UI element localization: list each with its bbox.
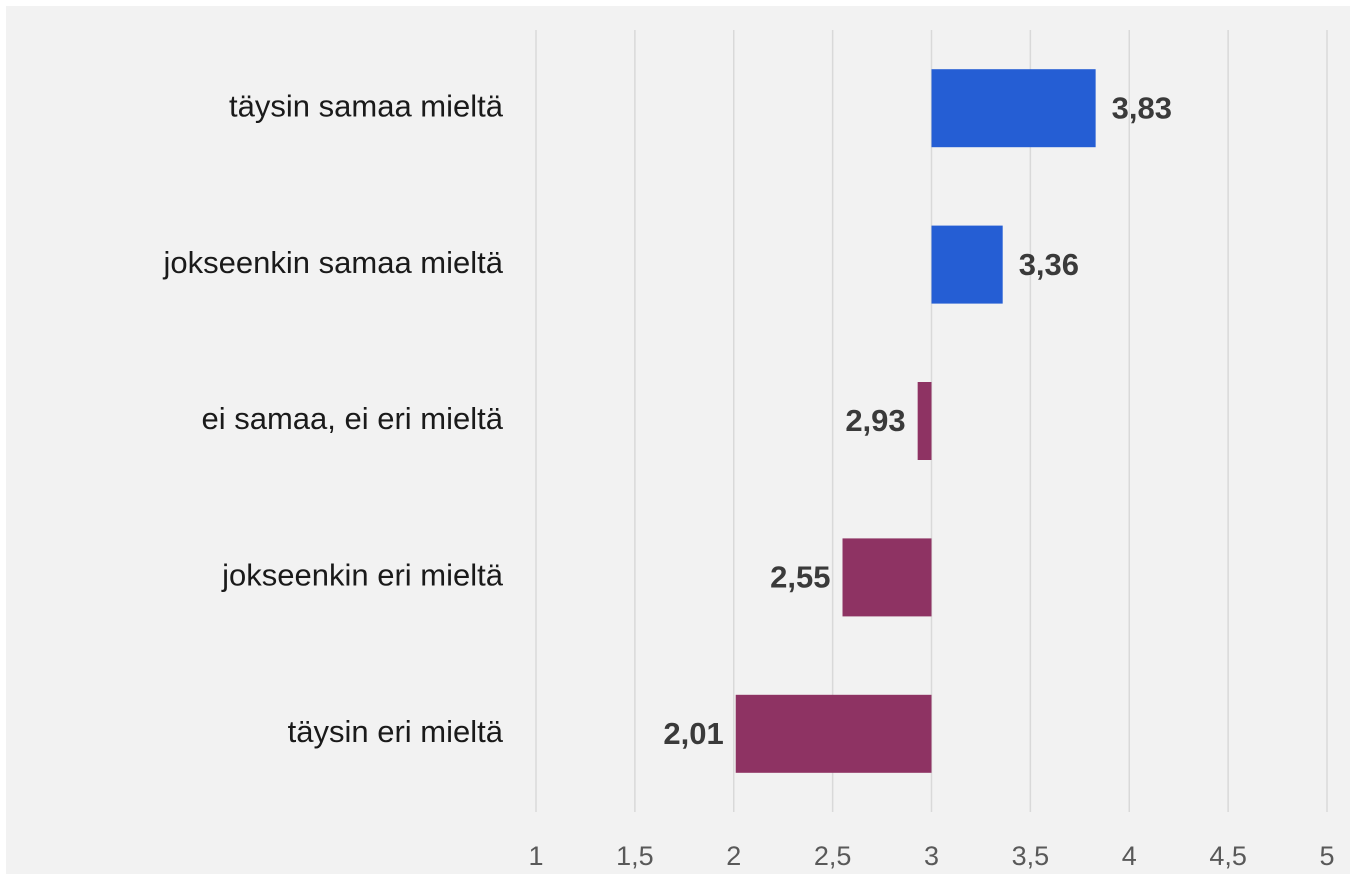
x-tick-label: 4 [1122, 841, 1137, 871]
bar [842, 538, 932, 617]
bar [917, 382, 932, 460]
x-tick-label: 2 [726, 841, 741, 871]
category-label: täysin eri mieltä [288, 714, 504, 749]
x-tick-label: 1,5 [616, 841, 654, 871]
x-tick-label: 1 [528, 841, 543, 871]
x-tick-label: 2,5 [814, 841, 852, 871]
x-tick-label: 5 [1319, 841, 1334, 871]
x-tick-label: 3 [924, 841, 939, 871]
category-label: ei samaa, ei eri mieltä [201, 401, 503, 436]
value-label: 3,36 [1019, 247, 1079, 282]
value-label: 2,93 [845, 403, 905, 438]
x-tick-label: 3,5 [1012, 841, 1050, 871]
category-label: jokseenkin samaa mieltä [163, 245, 504, 280]
category-label: täysin samaa mieltä [229, 88, 504, 123]
category-label: jokseenkin eri mieltä [221, 558, 504, 593]
bar [735, 694, 932, 773]
x-tick-label: 4,5 [1209, 841, 1247, 871]
bar [931, 69, 1096, 148]
value-label: 2,55 [770, 560, 830, 595]
value-label: 3,83 [1112, 90, 1172, 125]
value-label: 2,01 [663, 716, 723, 751]
bar [931, 225, 1003, 304]
chart-background [6, 6, 1350, 874]
